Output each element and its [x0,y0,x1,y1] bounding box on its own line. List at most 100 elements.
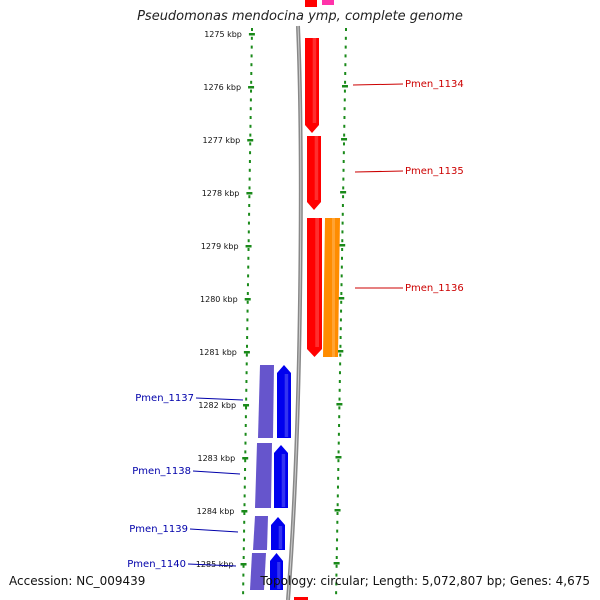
right-ruler-dot [343,89,346,93]
left-ruler-dot [249,133,252,137]
gene-pmen-1134 [305,38,319,133]
ruler-label: 1276 kbp [203,83,241,92]
ruler-label: 1280 kbp [200,295,238,304]
left-ruler-dot [242,573,245,577]
gene-pmen-1138 [274,445,288,508]
right-ruler-dot [335,591,338,595]
ruler-label: 1279 kbp [201,242,239,251]
left-ruler-dot [250,80,253,84]
right-ruler-dot [344,72,347,75]
right-ruler-dot [340,274,343,278]
right-ruler-dot [338,388,341,392]
right-ruler-dot [339,336,342,339]
gene-label-leader [352,83,404,86]
gene-pmen-1136-shade [315,218,319,347]
left-ruler-dot [243,485,246,489]
gene-label-leader [195,397,244,401]
gene-pmen-1136 [307,218,322,357]
cds-pmen-1139 [253,516,268,550]
right-ruler-dot [338,371,341,375]
ruler-label: 1284 kbp [197,507,235,516]
right-ruler-dot [340,256,343,260]
left-ruler-dot [246,300,249,304]
left-ruler-dot [249,151,252,155]
ruler-label: 1283 kbp [198,454,236,463]
gene-label-g1136[interactable]: Pmen_1136 [405,283,464,294]
right-ruler-dot [336,485,339,489]
right-ruler-dot [343,98,346,102]
gene-label-g1140[interactable]: Pmen_1140 [127,559,186,570]
right-ruler-dot [344,80,347,84]
left-ruler-dot [244,450,247,454]
genome-backbone-highlight [287,25,302,600]
right-ruler-dot [342,195,345,199]
left-ruler-dot [243,512,246,515]
left-ruler-dot [249,124,252,128]
left-ruler-dot [246,309,249,313]
gene-pmen-1134-shade [312,38,317,123]
right-ruler-dot [338,424,341,427]
gene-label-g1135[interactable]: Pmen_1135 [405,166,464,177]
left-ruler-dot [247,248,250,251]
left-ruler-tick [248,33,255,36]
right-ruler-dot [343,133,346,137]
left-ruler-dot [248,186,251,190]
right-ruler-dot [335,564,338,568]
right-ruler-dot [343,116,346,119]
gene-label-g1137[interactable]: Pmen_1137 [135,393,194,404]
right-ruler-dot [339,318,342,322]
cds-pmen-1138 [255,443,272,508]
right-ruler-dot [344,45,347,49]
left-ruler-dot [250,54,253,58]
right-ruler-dot [336,520,339,524]
right-ruler-dot [336,512,339,515]
right-ruler-dot [339,353,342,357]
right-ruler-dot [337,432,340,436]
left-ruler-dot [246,292,249,295]
gene-pmen-1139 [271,517,285,550]
gene-label-g1139[interactable]: Pmen_1139 [129,524,188,535]
ruler-label: 1275 kbp [204,30,242,39]
right-ruler-dot [342,177,345,181]
right-ruler-dot [341,230,344,234]
gene-pmen-1137 [277,365,291,438]
right-ruler-dot [340,283,343,287]
left-ruler-dot [249,98,252,102]
right-ruler-dot [337,441,340,445]
right-ruler-dot [341,212,344,216]
left-ruler-dot [248,160,251,163]
left-ruler-dot [250,45,253,49]
left-ruler-tick [244,298,251,301]
left-ruler-dot [248,204,251,207]
gene-top-partial [305,0,317,7]
right-ruler-dot [340,309,343,313]
right-ruler-dot [338,406,341,410]
right-ruler-dot [343,124,346,128]
left-ruler-tick [241,510,248,513]
right-ruler-dot [341,248,344,251]
accession-text: Accession: NC_009439 [9,574,146,588]
gene-pmen-1140-shade [277,562,281,589]
right-ruler-tick [338,297,345,300]
gene-label-g1138[interactable]: Pmen_1138 [132,466,191,477]
gene-label-g1134[interactable]: Pmen_1134 [405,79,464,90]
right-ruler-dot [335,547,338,551]
right-ruler-dot [344,54,347,58]
gene-label-leader [192,470,241,475]
left-ruler-tick [247,139,254,142]
gene-pmen-1140 [270,553,283,590]
ruler-label: 1282 kbp [198,401,236,410]
left-ruler-dot [242,591,245,595]
left-ruler-tick [246,192,253,195]
left-ruler-dot [243,476,246,480]
left-ruler-dot [249,142,252,146]
cds-pmen-1140 [250,553,266,590]
right-ruler-tick [334,509,341,512]
left-ruler-tick [248,86,255,89]
left-ruler-dot [248,168,251,172]
right-ruler-tick [341,85,348,88]
left-ruler-dot [242,538,245,542]
right-ruler-dot [343,107,346,111]
left-ruler-dot [245,371,248,375]
